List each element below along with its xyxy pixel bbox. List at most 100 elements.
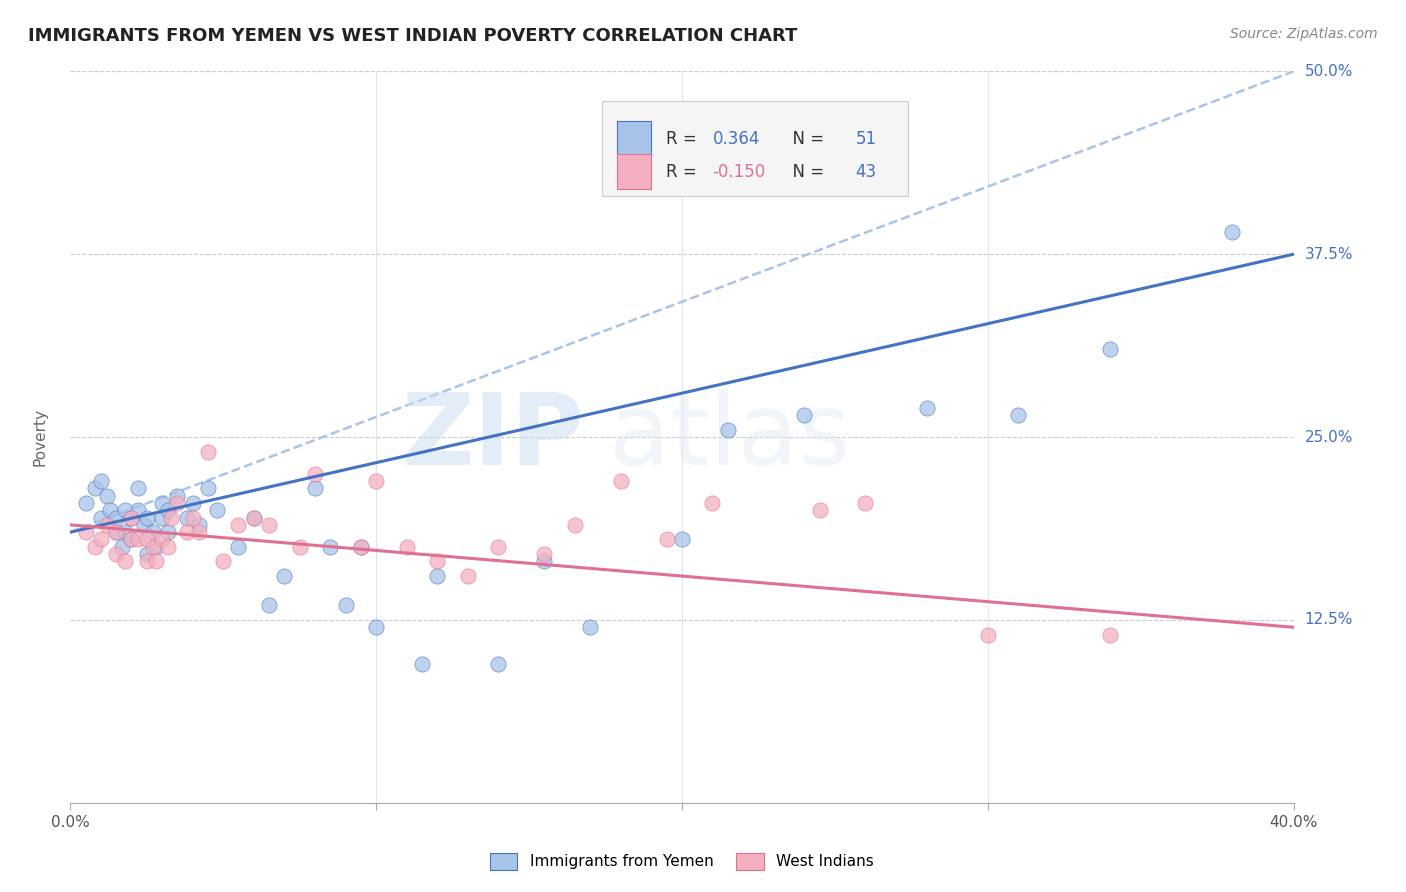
Point [610,474,633,488]
Point [197,481,219,495]
Point [257,599,280,613]
Point [127,533,149,547]
Point [212,554,235,568]
Point [142,525,165,540]
Point [1220,225,1243,239]
Point [142,540,165,554]
Point [121,510,143,524]
FancyBboxPatch shape [617,121,651,156]
Point [166,489,188,503]
Point [166,496,188,510]
Point [855,496,877,510]
Point [395,540,418,554]
Text: N =: N = [782,163,830,181]
Point [150,533,173,547]
Point [793,408,815,422]
Point [366,474,388,488]
Point [273,569,295,583]
Point [976,627,998,641]
Point [488,540,510,554]
Point [426,569,449,583]
Point [135,533,157,547]
Point [132,517,155,532]
Point [187,525,209,540]
Point [135,554,157,568]
Point [579,620,602,634]
FancyBboxPatch shape [602,101,908,195]
Text: ZIP: ZIP [401,389,583,485]
Point [243,510,266,524]
Point [111,540,134,554]
Point [426,554,449,568]
Point [145,554,167,568]
Text: 50.0%: 50.0% [1305,64,1353,78]
Point [150,510,173,524]
Point [187,517,209,532]
Point [96,489,118,503]
Point [915,401,938,415]
Point [350,540,373,554]
Point [655,533,678,547]
Point [135,510,157,524]
Point [205,503,228,517]
Point [181,496,204,510]
Text: 51: 51 [856,129,877,148]
Point [717,423,740,437]
Point [96,517,118,532]
Point [157,540,180,554]
Text: 0.364: 0.364 [713,129,759,148]
Point [121,533,143,547]
Point [671,533,693,547]
Point [1099,343,1122,357]
Point [105,547,128,561]
Point [808,503,831,517]
Point [75,525,97,540]
Point [145,540,167,554]
Legend: Immigrants from Yemen, West Indians: Immigrants from Yemen, West Indians [484,847,880,876]
Point [121,533,143,547]
Point [114,525,136,540]
Point [114,503,136,517]
Text: 25.0%: 25.0% [1305,430,1353,444]
Text: R =: R = [666,163,702,181]
Point [176,510,198,524]
Text: R =: R = [666,129,702,148]
Point [457,569,479,583]
Point [288,540,311,554]
Point [257,517,280,532]
Point [157,525,180,540]
Point [411,657,433,671]
Point [157,503,180,517]
Text: Source: ZipAtlas.com: Source: ZipAtlas.com [1230,27,1378,41]
Point [1099,627,1122,641]
Text: 43: 43 [856,163,877,181]
Point [228,540,250,554]
Point [90,533,112,547]
Point [702,496,724,510]
Point [98,503,121,517]
Point [83,540,105,554]
Point [533,554,555,568]
Point [135,547,157,561]
Point [304,481,326,495]
Point [366,620,388,634]
Point [319,540,342,554]
Text: Poverty: Poverty [32,408,48,467]
Text: atlas: atlas [609,389,851,485]
Point [114,554,136,568]
Point [127,503,149,517]
Point [150,496,173,510]
Text: IMMIGRANTS FROM YEMEN VS WEST INDIAN POVERTY CORRELATION CHART: IMMIGRANTS FROM YEMEN VS WEST INDIAN POV… [28,27,797,45]
Point [533,547,555,561]
Point [127,481,149,495]
Text: N =: N = [782,129,830,148]
Text: 12.5%: 12.5% [1305,613,1353,627]
Point [304,467,326,481]
Point [176,525,198,540]
Point [90,474,112,488]
Point [488,657,510,671]
Point [105,525,128,540]
Point [1007,408,1029,422]
Point [83,481,105,495]
Point [105,510,128,524]
